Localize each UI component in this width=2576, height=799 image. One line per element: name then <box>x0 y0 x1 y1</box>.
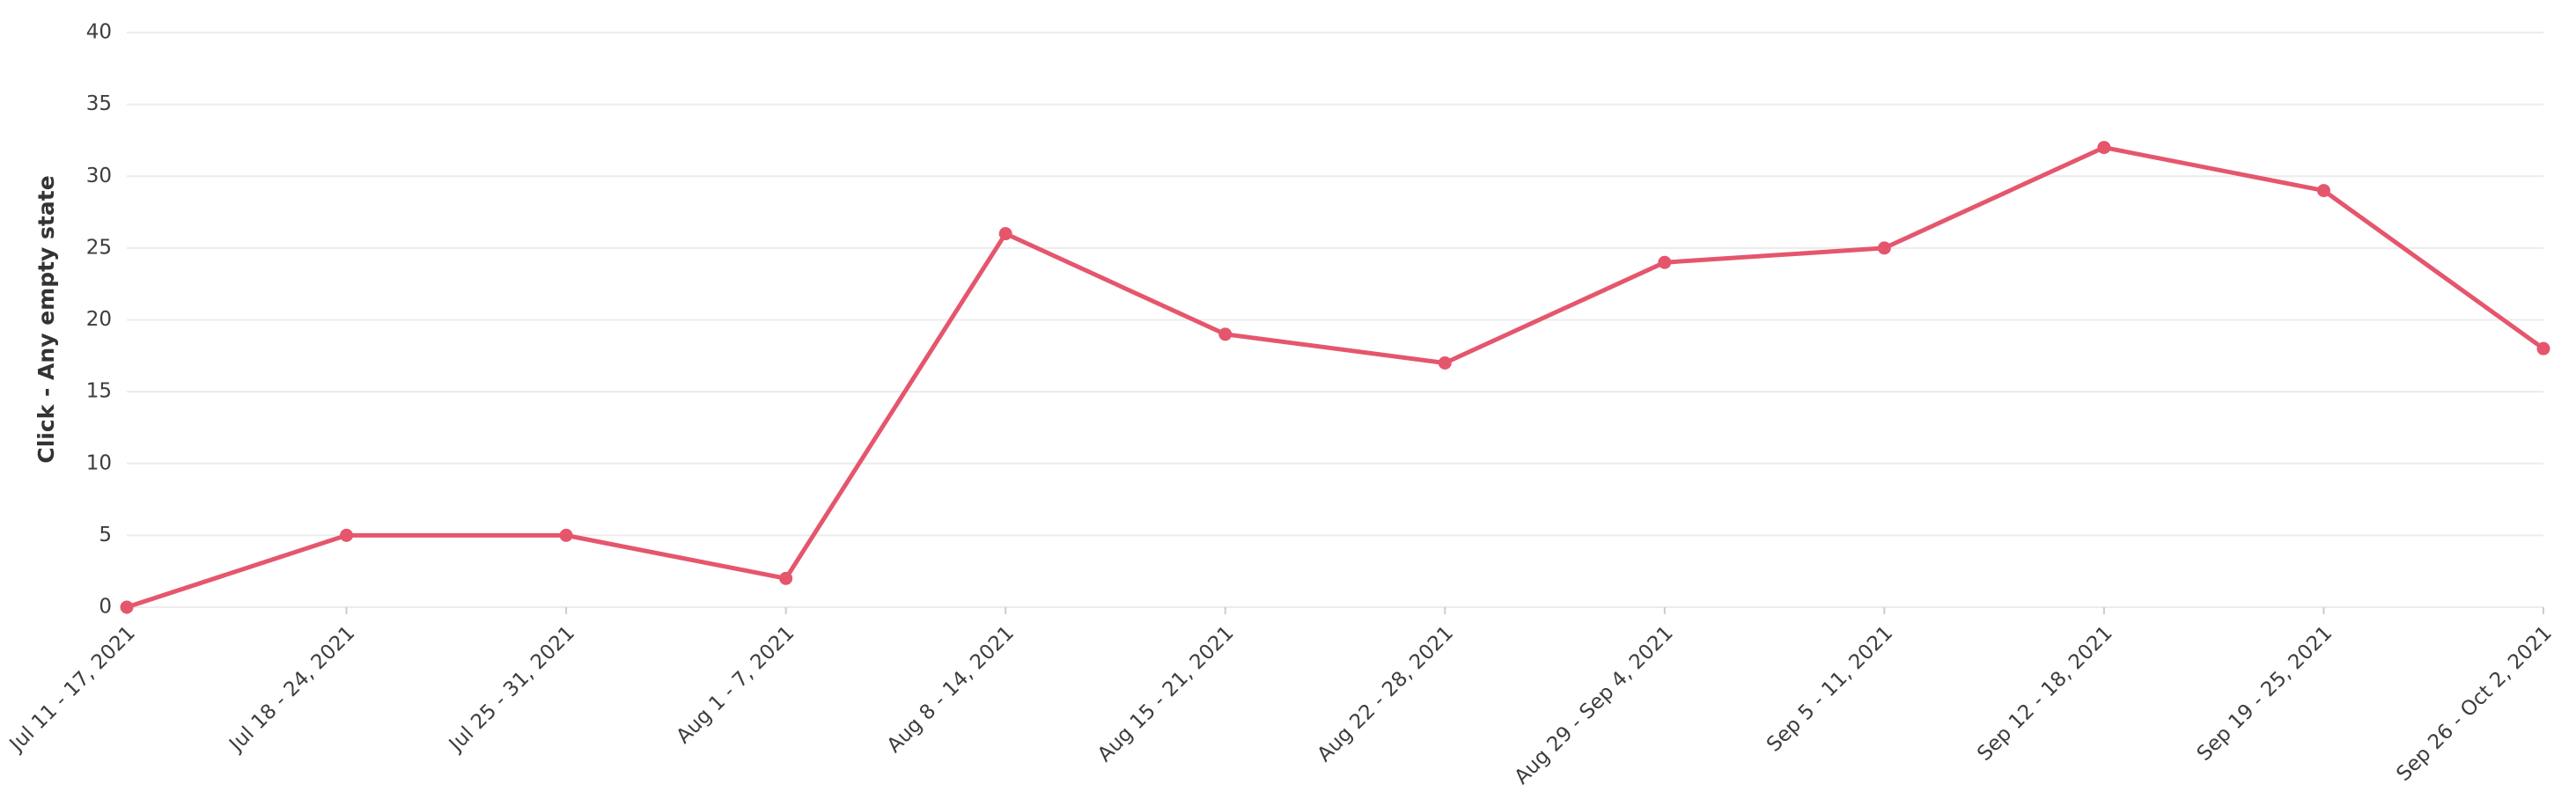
x-tick-label: Jul 18 - 24, 2021 <box>224 621 359 757</box>
y-tick-label: 30 <box>86 165 112 187</box>
data-line <box>126 145 2545 610</box>
data-point <box>1218 327 1233 341</box>
data-point <box>998 227 1012 241</box>
data-point <box>1658 255 1672 269</box>
y-tick-label: 10 <box>86 451 112 474</box>
x-tick-label: Sep 12 - 18, 2021 <box>1973 621 2117 766</box>
x-tick-label: Aug 8 - 14, 2021 <box>883 621 1019 757</box>
y-tick-label: 0 <box>99 596 112 619</box>
data-point <box>1438 356 1452 370</box>
x-tick-label: Sep 19 - 25, 2021 <box>2193 621 2337 766</box>
data-point <box>559 528 573 542</box>
data-point <box>2097 141 2111 155</box>
x-tick-label: Aug 15 - 21, 2021 <box>1093 621 1239 766</box>
data-point <box>1877 241 1891 255</box>
x-tick-label: Jul 11 - 17, 2021 <box>4 621 140 757</box>
data-point <box>120 600 134 614</box>
x-tick-label: Aug 1 - 7, 2021 <box>673 621 799 748</box>
y-tick-label: 5 <box>99 524 112 546</box>
y-tick-label: 15 <box>86 380 112 403</box>
data-point <box>2316 184 2330 198</box>
x-tick-label: Jul 25 - 31, 2021 <box>444 621 579 757</box>
y-tick-label: 25 <box>86 236 112 259</box>
y-axis-title: Click - Any empty state <box>33 175 59 463</box>
data-point <box>2536 341 2550 356</box>
x-tick-label: Sep 5 - 11, 2021 <box>1763 621 1897 756</box>
y-tick-label: 35 <box>86 92 112 115</box>
y-tick-label: 20 <box>86 308 112 331</box>
y-tick-label: 40 <box>86 21 112 44</box>
x-tick-label: Aug 29 - Sep 4, 2021 <box>1511 621 1678 788</box>
x-tick-label: Sep 26 - Oct 2, 2021 <box>2392 621 2556 785</box>
data-point <box>779 571 793 585</box>
x-tick-label: Aug 22 - 28, 2021 <box>1313 621 1458 766</box>
data-point <box>340 528 354 542</box>
